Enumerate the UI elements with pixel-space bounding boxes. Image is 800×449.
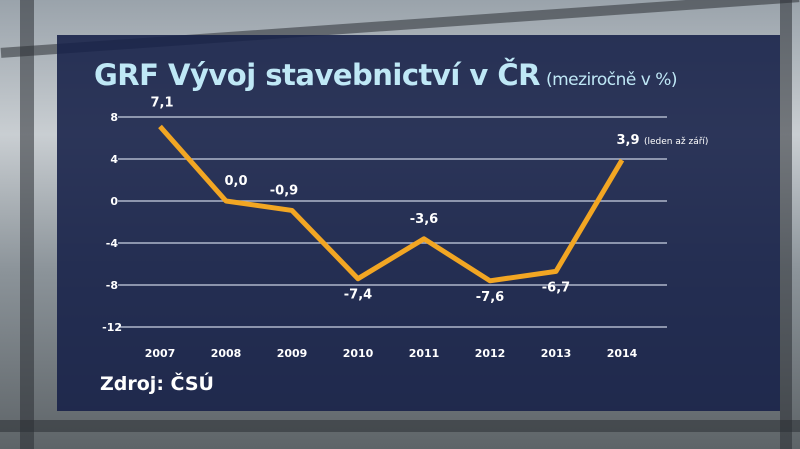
y-tick-label: 8 bbox=[110, 111, 118, 124]
chart-title: GRF Vývoj stavebnictví v ČR (meziročně v … bbox=[94, 58, 678, 92]
y-tick-label: -12 bbox=[102, 321, 122, 334]
chart-subtitle: (meziročně v %) bbox=[545, 70, 678, 90]
y-tick-label: -4 bbox=[106, 237, 119, 250]
data-label: 7,1 bbox=[150, 95, 173, 110]
x-tick-label: 2012 bbox=[475, 347, 506, 360]
series-line bbox=[158, 124, 625, 284]
background-beam bbox=[0, 420, 800, 432]
background-beam bbox=[780, 0, 792, 449]
y-tick-label: 0 bbox=[110, 195, 118, 208]
y-tick-label: 4 bbox=[110, 153, 118, 166]
data-label: -7,4 bbox=[344, 288, 372, 303]
x-tick-label: 2007 bbox=[145, 347, 176, 360]
data-label: -3,6 bbox=[410, 212, 438, 227]
x-tick-label: 2011 bbox=[409, 347, 440, 360]
source-label: Zdroj: ČSÚ bbox=[100, 373, 214, 395]
annotation-label: (leden až září) bbox=[644, 137, 708, 147]
x-tick-label: 2008 bbox=[211, 347, 242, 360]
data-label: -7,6 bbox=[476, 290, 504, 305]
background-beam bbox=[20, 0, 34, 449]
x-tick-label: 2009 bbox=[277, 347, 308, 360]
x-tick-label: 2014 bbox=[607, 347, 638, 360]
x-tick-label: 2010 bbox=[343, 347, 374, 360]
data-label: -6,7 bbox=[542, 280, 570, 295]
data-label: 3,9 bbox=[616, 133, 639, 148]
y-tick-label: -8 bbox=[106, 279, 118, 292]
data-label: -0,9 bbox=[270, 183, 298, 198]
x-tick-label: 2013 bbox=[541, 347, 572, 360]
data-label: 0,0 bbox=[224, 174, 247, 189]
chart-panel bbox=[57, 35, 780, 411]
